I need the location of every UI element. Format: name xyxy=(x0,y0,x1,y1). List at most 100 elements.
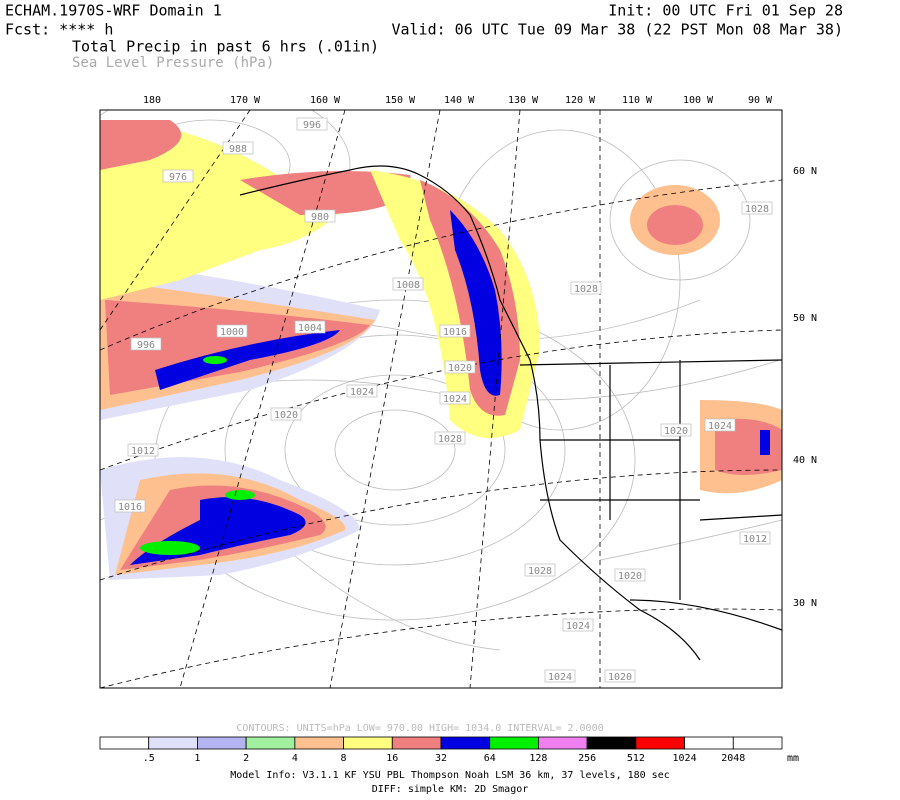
isobar-label-box xyxy=(130,337,162,351)
isobar-label: 1024 xyxy=(708,421,732,432)
diff-info: DIFF: simple KM: 2D Smagor xyxy=(372,784,529,795)
colorbar-box xyxy=(391,736,442,750)
isobar-label: 1020 xyxy=(274,410,298,421)
isobar-label-box xyxy=(570,281,602,295)
colorbar-label: .5 xyxy=(143,753,155,764)
isobar-label: 1020 xyxy=(618,571,642,582)
isobar-label: 1028 xyxy=(745,204,769,215)
isobar-label-box xyxy=(439,324,471,338)
lat-label: 50 N xyxy=(793,313,817,324)
isobar-label: 1024 xyxy=(548,672,572,683)
colorbar-box xyxy=(99,736,150,750)
isobar-label: 996 xyxy=(303,120,321,131)
colorbar-box xyxy=(586,736,637,750)
isobar-label: 1020 xyxy=(608,672,632,683)
colorbar-box xyxy=(294,736,344,750)
contour-info: CONTOURS: UNITS=hPa LOW= 970.00 HIGH= 10… xyxy=(236,723,603,734)
lon-label: 160 W xyxy=(310,95,341,106)
colorbar-label: 256 xyxy=(578,753,596,764)
isobar-label-box xyxy=(294,320,326,334)
lon-label: 90 W xyxy=(748,95,773,106)
isobar-label-box xyxy=(439,391,471,405)
colorbar-unit: mm xyxy=(787,753,799,764)
isobar-label: 1012 xyxy=(743,534,767,545)
isobar-label: 1024 xyxy=(566,621,590,632)
isobar-label: 1004 xyxy=(298,323,322,334)
colorbar-label: 4 xyxy=(292,753,298,764)
isobar-label-box xyxy=(296,117,328,131)
isobar-label-box xyxy=(739,531,771,545)
field-secondary: Sea Level Pressure (hPa) xyxy=(72,55,274,71)
lon-label: 180 xyxy=(143,95,161,106)
colorbar-box xyxy=(440,736,491,750)
isobar-label-box xyxy=(392,277,424,291)
isobar-label-box xyxy=(216,324,248,338)
isobar-label-box xyxy=(444,360,476,374)
colorbar-box xyxy=(197,736,247,750)
lon-label: 140 W xyxy=(444,95,475,106)
isobar-label-box xyxy=(270,407,302,421)
lon-label: 110 W xyxy=(622,95,653,106)
colorbar-box xyxy=(732,736,783,750)
colorbar-label: 64 xyxy=(484,753,496,764)
isobar-label: 1028 xyxy=(528,566,552,577)
lat-label: 40 N xyxy=(793,455,817,466)
colorbar-label: 8 xyxy=(341,753,347,764)
isobar-label-box xyxy=(604,669,636,683)
isobar-label-box xyxy=(114,499,146,513)
isobar-label-box xyxy=(544,669,576,683)
lat-label: 60 N xyxy=(793,166,817,177)
colorbar-label: 512 xyxy=(627,753,645,764)
map-frame xyxy=(99,109,783,689)
isobar-label: 1020 xyxy=(448,363,472,374)
isobar-label: 1024 xyxy=(443,394,467,405)
isobar-label: 1012 xyxy=(131,446,155,457)
isobar-label-box xyxy=(127,443,159,457)
lon-label: 170 W xyxy=(230,95,261,106)
colorbar-box xyxy=(635,736,685,750)
isobar-label-box xyxy=(614,568,646,582)
colorbar-box xyxy=(343,736,393,750)
isobar-label-box xyxy=(660,423,692,437)
colorbar-label: 1 xyxy=(194,753,200,764)
isobar-label-box xyxy=(562,618,594,632)
isobar-label: 976 xyxy=(169,172,187,183)
lat-label: 30 N xyxy=(793,598,817,609)
isobar-label-box xyxy=(434,431,466,445)
colorbar-label: 2048 xyxy=(721,753,745,764)
colorbar-label: 32 xyxy=(435,753,447,764)
colorbar-label: 1024 xyxy=(673,753,697,764)
isobar-label: 1000 xyxy=(220,327,244,338)
colorbar-label: 2 xyxy=(243,753,249,764)
model-info: Model Info: V3.1.1 KF YSU PBL Thompson N… xyxy=(230,770,670,781)
isobar-label: 1016 xyxy=(118,502,142,513)
field-primary: Total Precip in past 6 hrs (.01in) xyxy=(72,38,379,56)
isobar-label: 980 xyxy=(311,212,329,223)
lon-label: 130 W xyxy=(508,95,539,106)
colorbar-box xyxy=(245,736,296,750)
colorbar-box xyxy=(489,736,539,750)
valid-time: Valid: 06 UTC Tue 09 Mar 38 (22 PST Mon … xyxy=(391,21,843,39)
isobar-label-box xyxy=(524,563,556,577)
title: ECHAM.1970S-WRF Domain 1 xyxy=(5,2,222,20)
isobar-label-box xyxy=(304,209,336,223)
init-time: Init: 00 UTC Fri 01 Sep 28 xyxy=(608,2,843,20)
isobar-label-box xyxy=(162,169,194,183)
map: 996 988 976 980 1008 1000 1004 996 1012 1016 1024 1… xyxy=(100,110,782,688)
lon-label: 120 W xyxy=(565,95,596,106)
isobar-label: 996 xyxy=(137,340,155,351)
forecast-hour: Fcst: **** h xyxy=(5,21,113,39)
isobar-label-box xyxy=(704,418,736,432)
lon-label: 150 W xyxy=(385,95,416,106)
isobar-label: 1020 xyxy=(664,426,688,437)
isobar-label: 1008 xyxy=(396,280,420,291)
isobar-label-box xyxy=(741,201,773,215)
isobar-label: 1028 xyxy=(574,284,598,295)
lon-label: 100 W xyxy=(683,95,714,106)
colorbar-box xyxy=(684,736,734,750)
isobar-label: 988 xyxy=(229,144,247,155)
isobar-label: 1028 xyxy=(438,434,462,445)
isobar-label-box xyxy=(346,384,378,398)
colorbar-box xyxy=(538,736,588,750)
